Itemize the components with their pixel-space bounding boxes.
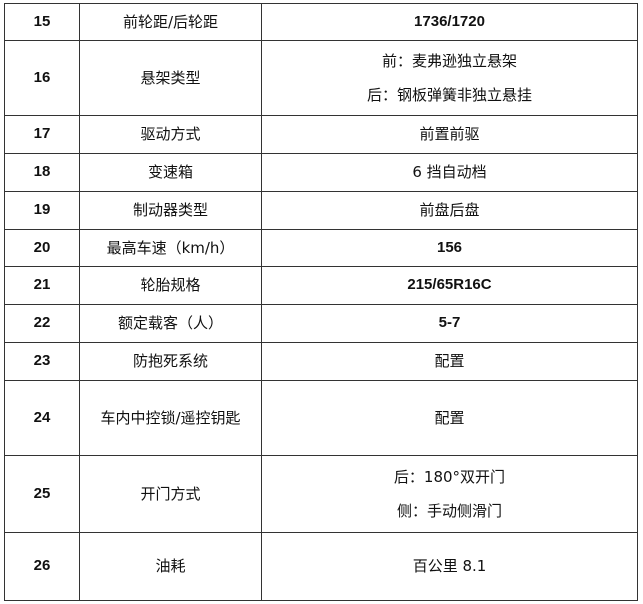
value-line: 156	[436, 238, 463, 256]
item-value: 215/65R16C	[261, 266, 638, 305]
item-name: 驱动方式	[79, 115, 262, 154]
value-line: 前盘后盘	[419, 201, 480, 220]
row-number: 24	[4, 380, 80, 456]
table-row: 26 油耗 百公里 8.1	[4, 532, 638, 601]
item-name: 防抱死系统	[79, 342, 262, 381]
row-number: 26	[4, 532, 80, 601]
item-value: 5-7	[261, 304, 638, 343]
item-name: 最高车速（km/h）	[79, 229, 262, 267]
row-number: 15	[4, 3, 80, 41]
item-value: 后：180°双开门 侧：手动侧滑门	[261, 455, 638, 533]
item-name: 悬架类型	[79, 40, 262, 116]
table-row: 24 车内中控锁/遥控钥匙 配置	[4, 380, 638, 456]
item-name: 前轮距/后轮距	[79, 3, 262, 41]
table-row: 25 开门方式 后：180°双开门 侧：手动侧滑门	[4, 455, 638, 533]
item-name: 变速箱	[79, 153, 262, 192]
table-row: 23 防抱死系统 配置	[4, 342, 638, 381]
value-line: 6 挡自动档	[412, 163, 487, 182]
table-row: 19 制动器类型 前盘后盘	[4, 191, 638, 230]
value-line: 前置前驱	[419, 125, 480, 144]
row-number: 20	[4, 229, 80, 267]
row-number: 25	[4, 455, 80, 533]
value-line: 后：钢板弹簧非独立悬挂	[366, 86, 532, 104]
item-value: 配置	[261, 342, 638, 381]
item-value: 1736/1720	[261, 3, 638, 41]
value-line: 前：麦弗逊独立悬架	[381, 51, 517, 70]
table-row: 16 悬架类型 前：麦弗逊独立悬架 后：钢板弹簧非独立悬挂	[4, 40, 638, 116]
item-name: 开门方式	[79, 455, 262, 533]
value-line: 5-7	[438, 314, 461, 332]
item-value: 前置前驱	[261, 115, 638, 154]
item-value: 156	[261, 229, 638, 267]
table-row: 20 最高车速（km/h） 156	[4, 229, 638, 267]
item-name: 制动器类型	[79, 191, 262, 230]
item-name: 油耗	[79, 532, 262, 601]
item-value: 6 挡自动档	[261, 153, 638, 192]
table-row: 21 轮胎规格 215/65R16C	[4, 266, 638, 305]
value-line: 配置	[434, 352, 465, 371]
table-row: 22 额定载客（人） 5-7	[4, 304, 638, 343]
value-line: 百公里 8.1	[412, 557, 487, 576]
item-name: 车内中控锁/遥控钥匙	[79, 380, 262, 456]
row-number: 17	[4, 115, 80, 154]
table-row: 18 变速箱 6 挡自动档	[4, 153, 638, 192]
table-row: 15 前轮距/后轮距 1736/1720	[4, 3, 638, 41]
row-number: 16	[4, 40, 80, 116]
spec-table: 15 前轮距/后轮距 1736/1720 16 悬架类型 前：麦弗逊独立悬架 后：钢板弹簧非…	[4, 3, 638, 601]
row-number: 23	[4, 342, 80, 381]
value-line: 配置	[434, 408, 465, 427]
value-line: 215/65R16C	[407, 276, 492, 294]
table-row: 17 驱动方式 前置前驱	[4, 115, 638, 154]
value-line: 1736/1720	[414, 12, 485, 30]
item-value: 前盘后盘	[261, 191, 638, 230]
value-line: 后：180°双开门	[393, 467, 506, 486]
item-value: 前：麦弗逊独立悬架 后：钢板弹簧非独立悬挂	[261, 40, 638, 116]
row-number: 22	[4, 304, 80, 343]
row-number: 18	[4, 153, 80, 192]
item-name: 轮胎规格	[79, 266, 262, 305]
item-value: 配置	[261, 380, 638, 456]
row-number: 19	[4, 191, 80, 230]
item-name: 额定载客（人）	[79, 304, 262, 343]
row-number: 21	[4, 266, 80, 305]
item-value: 百公里 8.1	[261, 532, 638, 601]
value-line: 侧：手动侧滑门	[396, 502, 502, 520]
